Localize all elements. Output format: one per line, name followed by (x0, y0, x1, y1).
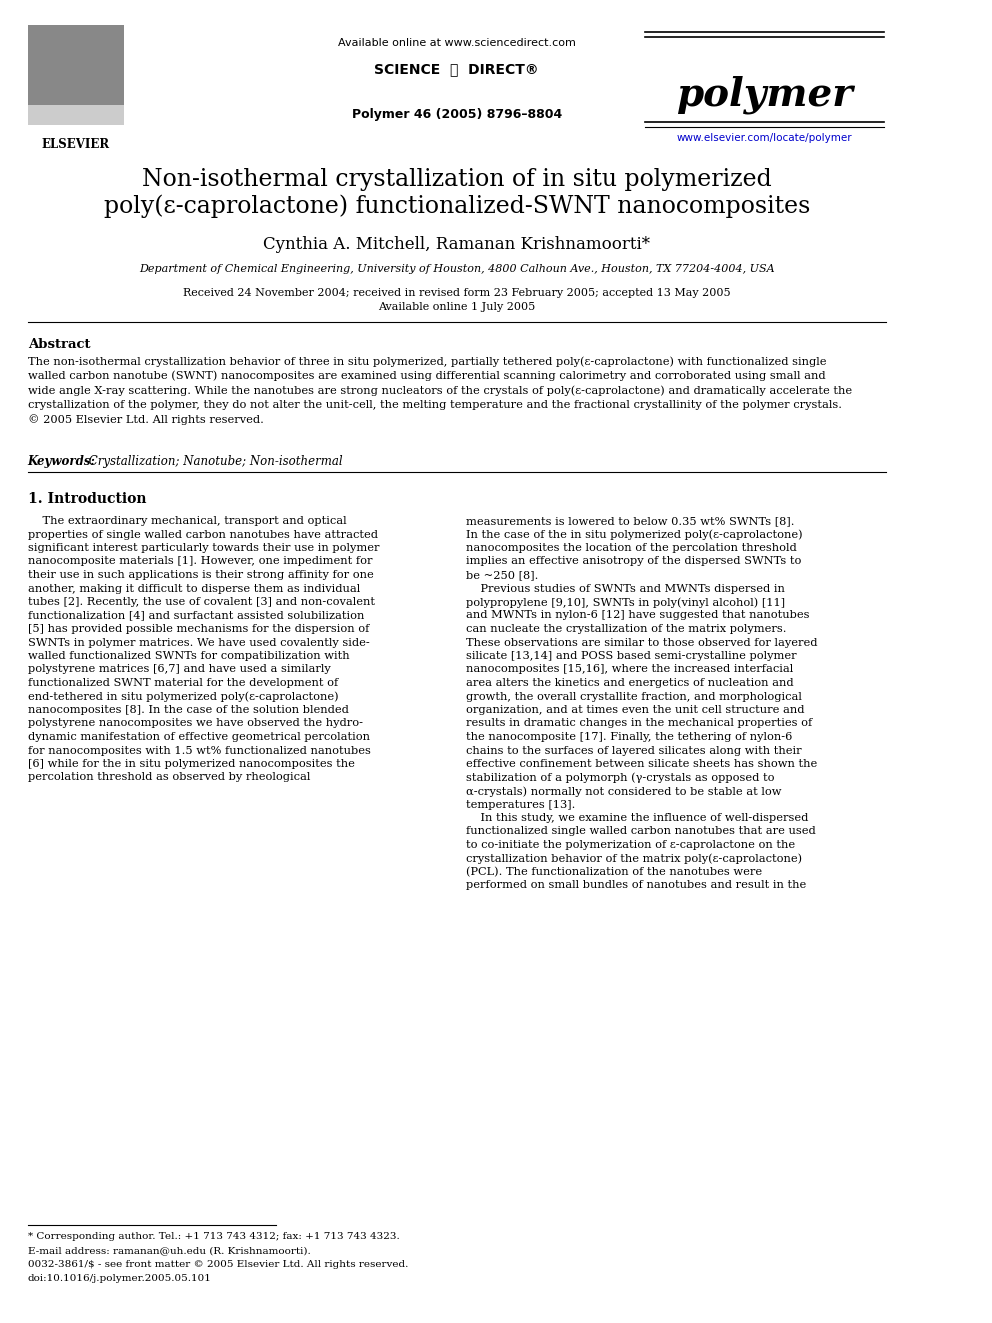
Text: to co-initiate the polymerization of ε-caprolactone on the: to co-initiate the polymerization of ε-c… (466, 840, 795, 849)
Text: Abstract: Abstract (28, 337, 90, 351)
Text: organization, and at times even the unit cell structure and: organization, and at times even the unit… (466, 705, 805, 714)
Text: functionalization [4] and surfactant assisted solubilization: functionalization [4] and surfactant ass… (28, 610, 364, 620)
Text: walled functionalized SWNTs for compatibilization with: walled functionalized SWNTs for compatib… (28, 651, 349, 662)
Text: Crystallization; Nanotube; Non-isothermal: Crystallization; Nanotube; Non-isotherma… (84, 455, 342, 468)
Text: Keywords:: Keywords: (28, 455, 95, 468)
Text: SWNTs in polymer matrices. We have used covalently side-: SWNTs in polymer matrices. We have used … (28, 638, 369, 647)
Text: * Corresponding author. Tel.: +1 713 743 4312; fax: +1 713 743 4323.: * Corresponding author. Tel.: +1 713 743… (28, 1232, 400, 1241)
Text: be ~250 [8].: be ~250 [8]. (466, 570, 539, 579)
Text: performed on small bundles of nanotubes and result in the: performed on small bundles of nanotubes … (466, 881, 806, 890)
Text: www.elsevier.com/locate/polymer: www.elsevier.com/locate/polymer (677, 134, 852, 143)
Text: polypropylene [9,10], SWNTs in poly(vinyl alcohol) [11]: polypropylene [9,10], SWNTs in poly(viny… (466, 597, 785, 607)
Text: growth, the overall crystallite fraction, and morphological: growth, the overall crystallite fraction… (466, 692, 802, 701)
Text: nanocomposite materials [1]. However, one impediment for: nanocomposite materials [1]. However, on… (28, 557, 372, 566)
Text: [6] while for the in situ polymerized nanocomposites the: [6] while for the in situ polymerized na… (28, 759, 354, 769)
Text: functionalized single walled carbon nanotubes that are used: functionalized single walled carbon nano… (466, 827, 815, 836)
Text: stabilization of a polymorph (γ-crystals as opposed to: stabilization of a polymorph (γ-crystals… (466, 773, 775, 783)
Text: The non-isothermal crystallization behavior of three in situ polymerized, partia: The non-isothermal crystallization behav… (28, 356, 852, 426)
Text: polystyrene matrices [6,7] and have used a similarly: polystyrene matrices [6,7] and have used… (28, 664, 330, 675)
Text: functionalized SWNT material for the development of: functionalized SWNT material for the dev… (28, 677, 338, 688)
Text: chains to the surfaces of layered silicates along with their: chains to the surfaces of layered silica… (466, 745, 802, 755)
Text: implies an effective anisotropy of the dispersed SWNTs to: implies an effective anisotropy of the d… (466, 557, 802, 566)
Bar (28, 25, 124, 124)
Text: area alters the kinetics and energetics of nucleation and: area alters the kinetics and energetics … (466, 677, 794, 688)
Text: The extraordinary mechanical, transport and optical: The extraordinary mechanical, transport … (28, 516, 346, 527)
Text: dynamic manifestation of effective geometrical percolation: dynamic manifestation of effective geome… (28, 732, 370, 742)
Text: nanocomposites [15,16], where the increased interfacial: nanocomposites [15,16], where the increa… (466, 664, 794, 675)
Text: These observations are similar to those observed for layered: These observations are similar to those … (466, 638, 817, 647)
Text: results in dramatic changes in the mechanical properties of: results in dramatic changes in the mecha… (466, 718, 812, 729)
Text: significant interest particularly towards their use in polymer: significant interest particularly toward… (28, 542, 379, 553)
Text: can nucleate the crystallization of the matrix polymers.: can nucleate the crystallization of the … (466, 624, 787, 634)
Text: 0032-3861/$ - see front matter © 2005 Elsevier Ltd. All rights reserved.: 0032-3861/$ - see front matter © 2005 El… (28, 1259, 408, 1269)
Text: polymer: polymer (676, 75, 853, 114)
Text: Non-isothermal crystallization of in situ polymerized: Non-isothermal crystallization of in sit… (142, 168, 772, 191)
Text: percolation threshold as observed by rheological: percolation threshold as observed by rhe… (28, 773, 310, 782)
Text: SCIENCE  ⓐ  DIRECT®: SCIENCE ⓐ DIRECT® (374, 62, 539, 75)
Text: nanocomposites the location of the percolation threshold: nanocomposites the location of the perco… (466, 542, 797, 553)
Text: Available online at www.sciencedirect.com: Available online at www.sciencedirect.co… (337, 38, 575, 48)
Text: α-crystals) normally not considered to be stable at low: α-crystals) normally not considered to b… (466, 786, 782, 796)
Text: measurements is lowered to below 0.35 wt% SWNTs [8].: measurements is lowered to below 0.35 wt… (466, 516, 795, 527)
Text: doi:10.1016/j.polymer.2005.05.101: doi:10.1016/j.polymer.2005.05.101 (28, 1274, 211, 1283)
Text: tubes [2]. Recently, the use of covalent [3] and non-covalent: tubes [2]. Recently, the use of covalent… (28, 597, 375, 607)
Text: 1. Introduction: 1. Introduction (28, 492, 146, 505)
Bar (28, 25, 124, 105)
Text: properties of single walled carbon nanotubes have attracted: properties of single walled carbon nanot… (28, 529, 378, 540)
Text: E-mail address: ramanan@uh.edu (R. Krishnamoorti).: E-mail address: ramanan@uh.edu (R. Krish… (28, 1246, 310, 1256)
Text: nanocomposites [8]. In the case of the solution blended: nanocomposites [8]. In the case of the s… (28, 705, 348, 714)
Text: [5] has provided possible mechanisms for the dispersion of: [5] has provided possible mechanisms for… (28, 624, 369, 634)
Text: (PCL). The functionalization of the nanotubes were: (PCL). The functionalization of the nano… (466, 867, 762, 877)
Text: polystyrene nanocomposites we have observed the hydro-: polystyrene nanocomposites we have obser… (28, 718, 363, 729)
Text: Cynthia A. Mitchell, Ramanan Krishnamoorti*: Cynthia A. Mitchell, Ramanan Krishnamoor… (263, 235, 650, 253)
Text: temperatures [13].: temperatures [13]. (466, 799, 575, 810)
Text: Available online 1 July 2005: Available online 1 July 2005 (378, 302, 536, 312)
Text: end-tethered in situ polymerized poly(ε-caprolactone): end-tethered in situ polymerized poly(ε-… (28, 692, 338, 703)
Text: and MWNTs in nylon-6 [12] have suggested that nanotubes: and MWNTs in nylon-6 [12] have suggested… (466, 610, 809, 620)
Text: the nanocomposite [17]. Finally, the tethering of nylon-6: the nanocomposite [17]. Finally, the tet… (466, 732, 793, 742)
Text: In the case of the in situ polymerized poly(ε-caprolactone): In the case of the in situ polymerized p… (466, 529, 803, 540)
Text: In this study, we examine the influence of well-dispersed: In this study, we examine the influence … (466, 814, 808, 823)
Text: for nanocomposites with 1.5 wt% functionalized nanotubes: for nanocomposites with 1.5 wt% function… (28, 745, 370, 755)
Text: poly(ε-caprolactone) functionalized-SWNT nanocomposites: poly(ε-caprolactone) functionalized-SWNT… (103, 194, 809, 217)
Text: Polymer 46 (2005) 8796–8804: Polymer 46 (2005) 8796–8804 (351, 108, 561, 120)
Text: ELSEVIER: ELSEVIER (42, 138, 109, 151)
Text: effective confinement between silicate sheets has shown the: effective confinement between silicate s… (466, 759, 817, 769)
Text: Previous studies of SWNTs and MWNTs dispersed in: Previous studies of SWNTs and MWNTs disp… (466, 583, 785, 594)
Text: crystallization behavior of the matrix poly(ε-caprolactone): crystallization behavior of the matrix p… (466, 853, 803, 864)
Text: their use in such applications is their strong affinity for one: their use in such applications is their … (28, 570, 373, 579)
Text: Received 24 November 2004; received in revised form 23 February 2005; accepted 1: Received 24 November 2004; received in r… (183, 288, 730, 298)
Text: Department of Chemical Engineering, University of Houston, 4800 Calhoun Ave., Ho: Department of Chemical Engineering, Univ… (139, 265, 775, 274)
Text: another, making it difficult to disperse them as individual: another, making it difficult to disperse… (28, 583, 360, 594)
Text: silicate [13,14] and POSS based semi-crystalline polymer: silicate [13,14] and POSS based semi-cry… (466, 651, 797, 662)
